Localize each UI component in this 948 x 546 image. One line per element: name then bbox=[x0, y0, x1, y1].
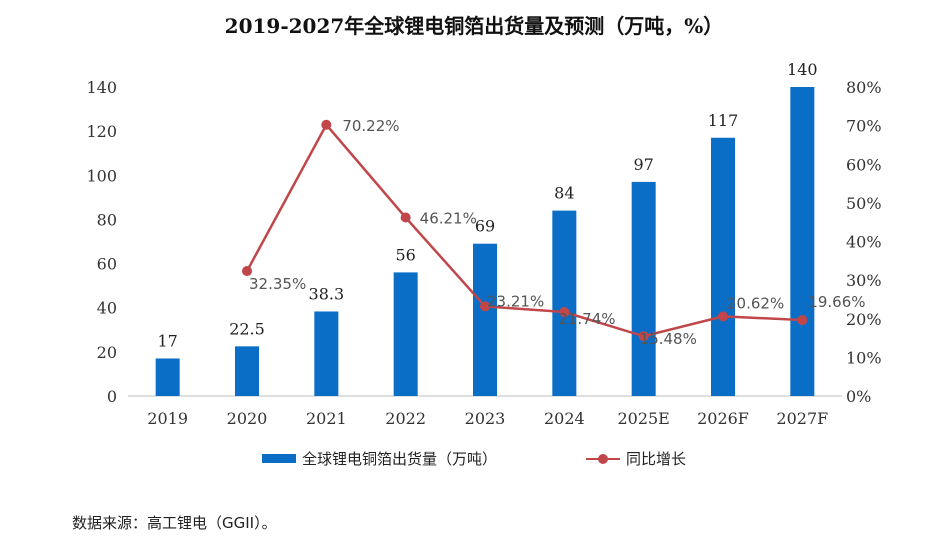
legend-line-swatch bbox=[586, 453, 620, 465]
bar bbox=[631, 181, 656, 396]
legend-bar-swatch bbox=[262, 454, 296, 463]
chart-plot: 0 20 40 60 80 100 120 140 0% 10% 20% 30% 40% 50% 60% 7… bbox=[86, 60, 882, 428]
right-axis-tick: 80% bbox=[846, 78, 882, 97]
right-axis-tick: 0% bbox=[846, 387, 871, 406]
x-axis-tick: 2026F bbox=[697, 409, 749, 428]
bar-value-label: 69 bbox=[475, 217, 495, 236]
bar bbox=[473, 243, 497, 396]
bar-value-label: 56 bbox=[395, 245, 415, 264]
x-axis-tick: 2024 bbox=[544, 409, 585, 428]
x-axis-tick: 2027F bbox=[776, 409, 828, 428]
legend-item-shipments: 全球锂电铜箔出货量（万吨） bbox=[262, 448, 497, 469]
bar bbox=[790, 87, 815, 396]
chart-title: 2019-2027年全球锂电铜箔出货量及预测（万吨，%） bbox=[224, 14, 724, 38]
x-axis-tick: 2023 bbox=[465, 409, 506, 428]
bar-value-label: 140 bbox=[787, 60, 818, 79]
bar-value-label: 17 bbox=[157, 331, 177, 350]
right-axis-tick: 70% bbox=[846, 117, 882, 136]
growth-point bbox=[718, 311, 728, 322]
legend-label-shipments: 全球锂电铜箔出货量（万吨） bbox=[302, 450, 498, 468]
left-axis-tick: 0 bbox=[107, 387, 117, 406]
bar bbox=[314, 311, 339, 396]
growth-value-label: 70.22% bbox=[342, 117, 399, 135]
bar-value-label: 38.3 bbox=[309, 284, 345, 303]
growth-value-label: 15.48% bbox=[640, 330, 697, 348]
bar bbox=[155, 358, 180, 396]
x-axis-tick: 2021 bbox=[306, 409, 347, 428]
right-axis-tick: 10% bbox=[846, 348, 882, 367]
x-axis-tick: 2022 bbox=[385, 409, 426, 428]
right-axis-tick: 60% bbox=[846, 155, 882, 174]
growth-value-label: 21.74% bbox=[558, 310, 615, 328]
left-axis-tick: 120 bbox=[86, 122, 117, 141]
x-axis: 2019 2020 2021 2022 2023 2024 2025E 2026F 2027F bbox=[128, 395, 842, 428]
x-axis-tick: 2019 bbox=[147, 409, 188, 428]
growth-point bbox=[559, 307, 570, 318]
bar-data-labels: 17 22.5 38.3 56 69 84 97 117 140 bbox=[157, 60, 817, 350]
growth-value-label: 19.66% bbox=[808, 293, 865, 311]
left-axis-tick: 80 bbox=[97, 210, 117, 229]
growth-line bbox=[245, 122, 803, 338]
right-axis: 0% 10% 20% 30% 40% 50% 60% 70% 80% bbox=[846, 78, 882, 406]
growth-value-label: 46.21% bbox=[420, 210, 477, 228]
chart-legend: 全球锂电铜箔出货量（万吨） 同比增长 bbox=[0, 448, 948, 472]
growth-value-label: 23.21% bbox=[487, 292, 544, 310]
x-axis-tick: 2025E bbox=[617, 409, 669, 428]
bar-value-label: 117 bbox=[708, 111, 739, 130]
growth-point bbox=[321, 119, 332, 130]
x-axis-tick: 2020 bbox=[227, 409, 268, 428]
growth-line-series bbox=[242, 119, 808, 342]
growth-data-labels: 32.35% 70.22% 46.21% 23.21% 21.74% 15.48% 20.6… bbox=[249, 117, 866, 348]
bar-value-label: 22.5 bbox=[229, 319, 265, 338]
left-axis-tick: 20 bbox=[97, 343, 117, 362]
left-axis-tick: 140 bbox=[86, 78, 117, 97]
growth-point bbox=[242, 266, 252, 277]
bar-value-label: 97 bbox=[633, 155, 653, 174]
left-axis-tick: 40 bbox=[97, 299, 117, 318]
right-axis-tick: 50% bbox=[846, 194, 882, 213]
growth-point bbox=[400, 212, 411, 223]
growth-value-label: 32.35% bbox=[249, 275, 306, 293]
growth-value-label: 20.62% bbox=[727, 294, 784, 312]
growth-point bbox=[797, 315, 808, 326]
left-axis-tick: 100 bbox=[86, 166, 117, 185]
growth-point bbox=[638, 331, 649, 342]
left-axis: 0 20 40 60 80 100 120 140 bbox=[86, 78, 117, 406]
right-axis-tick: 30% bbox=[846, 271, 882, 290]
right-axis-tick: 40% bbox=[846, 233, 882, 252]
right-axis-tick: 20% bbox=[846, 310, 882, 329]
bar bbox=[711, 137, 735, 396]
bar-series bbox=[155, 87, 815, 396]
bar-value-label: 84 bbox=[554, 184, 574, 203]
source-note: 数据来源：高工锂电（GGII）。 bbox=[72, 514, 277, 532]
left-axis-tick: 60 bbox=[97, 255, 117, 274]
growth-point bbox=[480, 301, 490, 312]
bar bbox=[393, 272, 418, 396]
bar bbox=[552, 210, 577, 396]
legend-label-growth: 同比增长 bbox=[626, 450, 687, 468]
legend-item-growth: 同比增长 bbox=[586, 448, 686, 469]
bar bbox=[235, 346, 259, 396]
